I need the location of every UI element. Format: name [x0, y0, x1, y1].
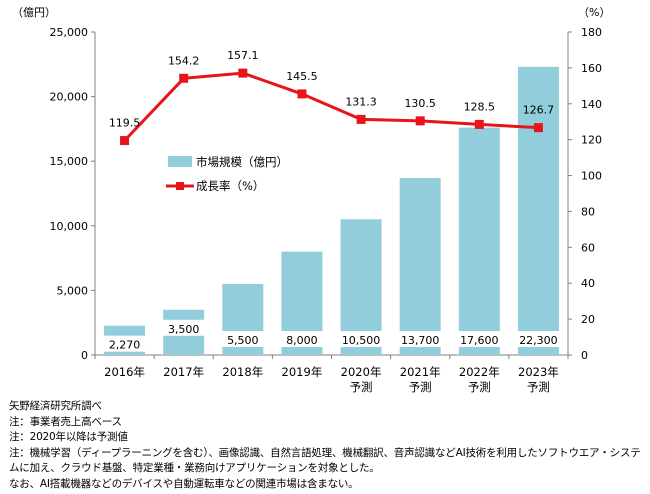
note-forecast: 注：2020年以降は予測値	[9, 431, 128, 443]
bar-label-box	[336, 331, 387, 347]
growth-line	[123, 71, 539, 142]
x-category-label: 2021年	[400, 365, 441, 379]
growth-point	[533, 123, 543, 133]
x-category-label: 予測	[350, 380, 373, 394]
growth-label: 128.5	[464, 100, 496, 113]
right-tick-label: 120	[581, 134, 602, 147]
bar-label: 3,500	[168, 323, 200, 336]
plot-area: 0 5,000 10,000 15,000 20,000 25,000 0 20 40 60 80 1…	[50, 26, 603, 394]
x-category-label: 2016年	[104, 365, 145, 379]
x-category-label: 2022年	[459, 365, 500, 379]
x-category-label: 2023年	[518, 365, 559, 379]
right-tick-label: 40	[581, 277, 595, 290]
right-tick-label: 160	[581, 62, 602, 75]
right-axis-unit: （%）	[578, 6, 610, 19]
growth-label: 119.5	[109, 117, 141, 130]
note-scope: 注：機械学習（ディープラーニングを含む）、画像認識、自然言語処理、機械翻訳、音声…	[9, 446, 641, 475]
x-category-label: 2018年	[222, 365, 263, 379]
growth-point	[415, 116, 425, 126]
x-category-label: 2020年	[341, 365, 382, 379]
bar-label: 5,500	[227, 334, 259, 347]
bar-label-box	[280, 331, 324, 347]
bar-label: 17,600	[460, 334, 499, 347]
footnotes: 矢野経済研究所調べ 注：事業者売上高ベース 注：2020年以降は予測値 注：機械…	[9, 399, 645, 492]
right-tick-label: 100	[581, 170, 602, 183]
right-tick-label: 180	[581, 26, 602, 39]
bar-label: 2,270	[109, 339, 141, 352]
note-basis: 注：事業者売上高ベース	[9, 415, 122, 428]
bar-label-box	[103, 335, 147, 352]
legend-bar-label: 市場規模（億円）	[196, 155, 288, 169]
x-category-label: 予測	[527, 380, 550, 394]
growth-label: 131.3	[345, 95, 377, 108]
bar-label-box	[513, 331, 564, 347]
growth-label: 157.1	[227, 49, 259, 62]
growth-point	[238, 68, 248, 78]
left-tick-label: 10,000	[50, 220, 89, 233]
bar	[399, 177, 441, 355]
growth-point	[179, 73, 189, 83]
bar-label: 10,500	[342, 334, 381, 347]
bar	[458, 127, 500, 355]
left-tick-label: 15,000	[50, 155, 89, 168]
right-tick-label: 0	[581, 349, 588, 362]
bar-label-box	[162, 319, 206, 336]
x-category-label: 2017年	[163, 365, 204, 379]
left-tick-label: 20,000	[50, 91, 89, 104]
growth-label: 130.5	[404, 97, 436, 110]
right-tick-label: 140	[581, 98, 602, 111]
growth-label: 154.2	[168, 54, 200, 67]
legend-line-marker	[176, 182, 184, 190]
legend-bar-swatch	[168, 156, 192, 167]
bar-label-box	[221, 331, 265, 347]
right-tick-label: 60	[581, 241, 595, 254]
left-tick-label: 25,000	[50, 26, 89, 39]
right-tick-label: 80	[581, 205, 595, 218]
source-note: 矢野経済研究所調べ	[9, 400, 102, 412]
growth-label: 126.7	[523, 104, 555, 117]
x-category-label: 予測	[409, 380, 432, 394]
growth-point	[120, 136, 130, 146]
right-tick-label: 20	[581, 313, 595, 326]
legend: 市場規模（億円） 成長率（%）	[166, 155, 288, 193]
x-category-label: 予測	[468, 380, 491, 394]
note-exclusion: なお、AI搭載機器などのデバイスや自動運転車などの関連市場は含まない。	[9, 477, 359, 490]
growth-point	[356, 114, 366, 124]
bar-label: 8,000	[286, 334, 318, 347]
bar-label-box	[395, 331, 446, 347]
left-axis-unit: （億円）	[12, 6, 56, 19]
bar-label: 13,700	[401, 334, 440, 347]
legend-line-label: 成長率（%）	[196, 179, 264, 193]
growth-label: 145.5	[286, 70, 318, 83]
growth-point	[297, 89, 307, 99]
left-tick-label: 0	[81, 349, 88, 362]
growth-point	[474, 119, 484, 129]
left-tick-label: 5,000	[57, 284, 89, 297]
bar-label-box	[454, 331, 505, 347]
market-chart: （億円） （%） 05,00010,00015,00020,00025,0000…	[12, 6, 610, 394]
bar-label: 22,300	[519, 334, 558, 347]
x-category-label: 2019年	[282, 365, 323, 379]
bar	[517, 66, 559, 355]
